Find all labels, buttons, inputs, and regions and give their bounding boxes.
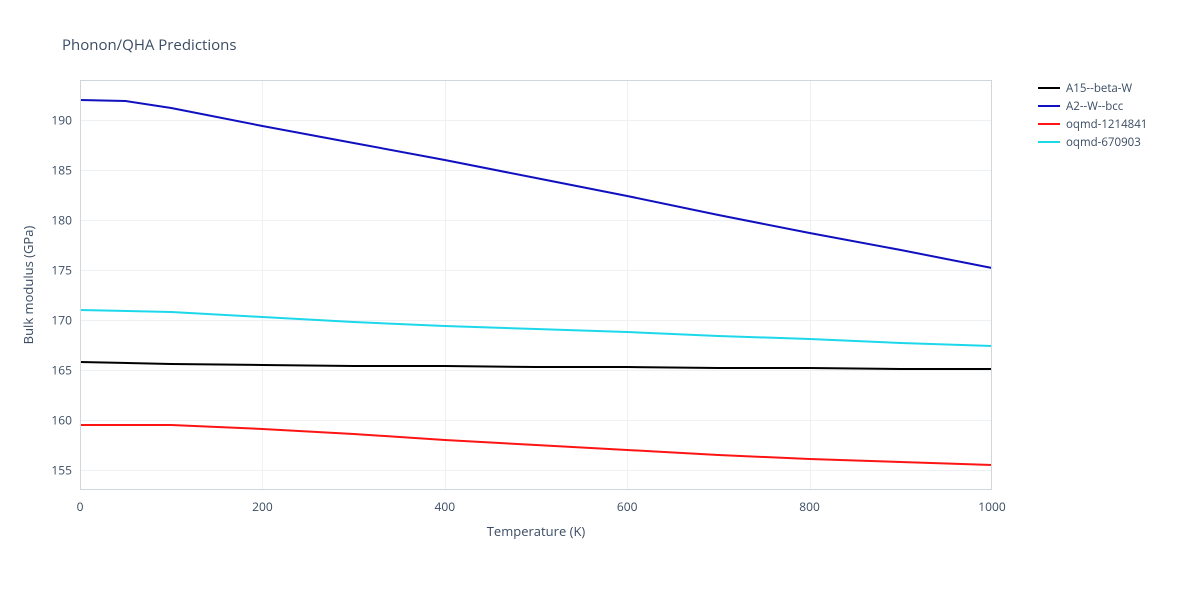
x-tick-label: 400: [435, 498, 456, 515]
legend-item[interactable]: A15--beta-W: [1038, 80, 1147, 96]
y-axis-label: Bulk modulus (GPa): [19, 226, 37, 345]
legend-label: A2--W--bcc: [1066, 99, 1123, 114]
series-svg: [80, 80, 992, 490]
series-line[interactable]: [80, 362, 992, 369]
x-tick-label: 1000: [978, 498, 1005, 515]
y-tick-label: 190: [51, 112, 72, 129]
legend-item[interactable]: oqmd-1214841: [1038, 116, 1147, 132]
legend-item[interactable]: oqmd-670903: [1038, 134, 1147, 150]
legend-label: oqmd-1214841: [1066, 117, 1147, 132]
y-tick-label: 160: [51, 412, 72, 429]
series-line[interactable]: [80, 310, 992, 346]
x-tick-label: 600: [617, 498, 638, 515]
legend-swatch: [1038, 87, 1060, 89]
x-tick-label: 200: [252, 498, 273, 515]
legend-label: A15--beta-W: [1066, 81, 1132, 96]
legend-swatch: [1038, 141, 1060, 143]
plot-area: [80, 80, 992, 490]
legend-swatch: [1038, 123, 1060, 125]
chart-title: Phonon/QHA Predictions: [62, 35, 237, 55]
y-tick-label: 185: [51, 162, 72, 179]
series-line[interactable]: [80, 100, 992, 268]
legend: A15--beta-W A2--W--bcc oqmd-1214841 oqmd-67…: [1038, 80, 1147, 152]
series-line[interactable]: [80, 425, 992, 465]
y-tick-label: 170: [51, 312, 72, 329]
legend-item[interactable]: A2--W--bcc: [1038, 98, 1147, 114]
legend-swatch: [1038, 105, 1060, 107]
chart-container: Phonon/QHA Predictions 0 200 400 600 800 1000…: [0, 0, 1200, 600]
x-tick-label: 0: [77, 498, 84, 515]
x-tick-label: 800: [799, 498, 820, 515]
y-tick-label: 155: [51, 462, 72, 479]
x-axis-label: Temperature (K): [487, 522, 586, 540]
y-tick-label: 180: [51, 212, 72, 229]
legend-label: oqmd-670903: [1066, 135, 1141, 150]
y-tick-label: 175: [51, 262, 72, 279]
y-tick-label: 165: [51, 362, 72, 379]
